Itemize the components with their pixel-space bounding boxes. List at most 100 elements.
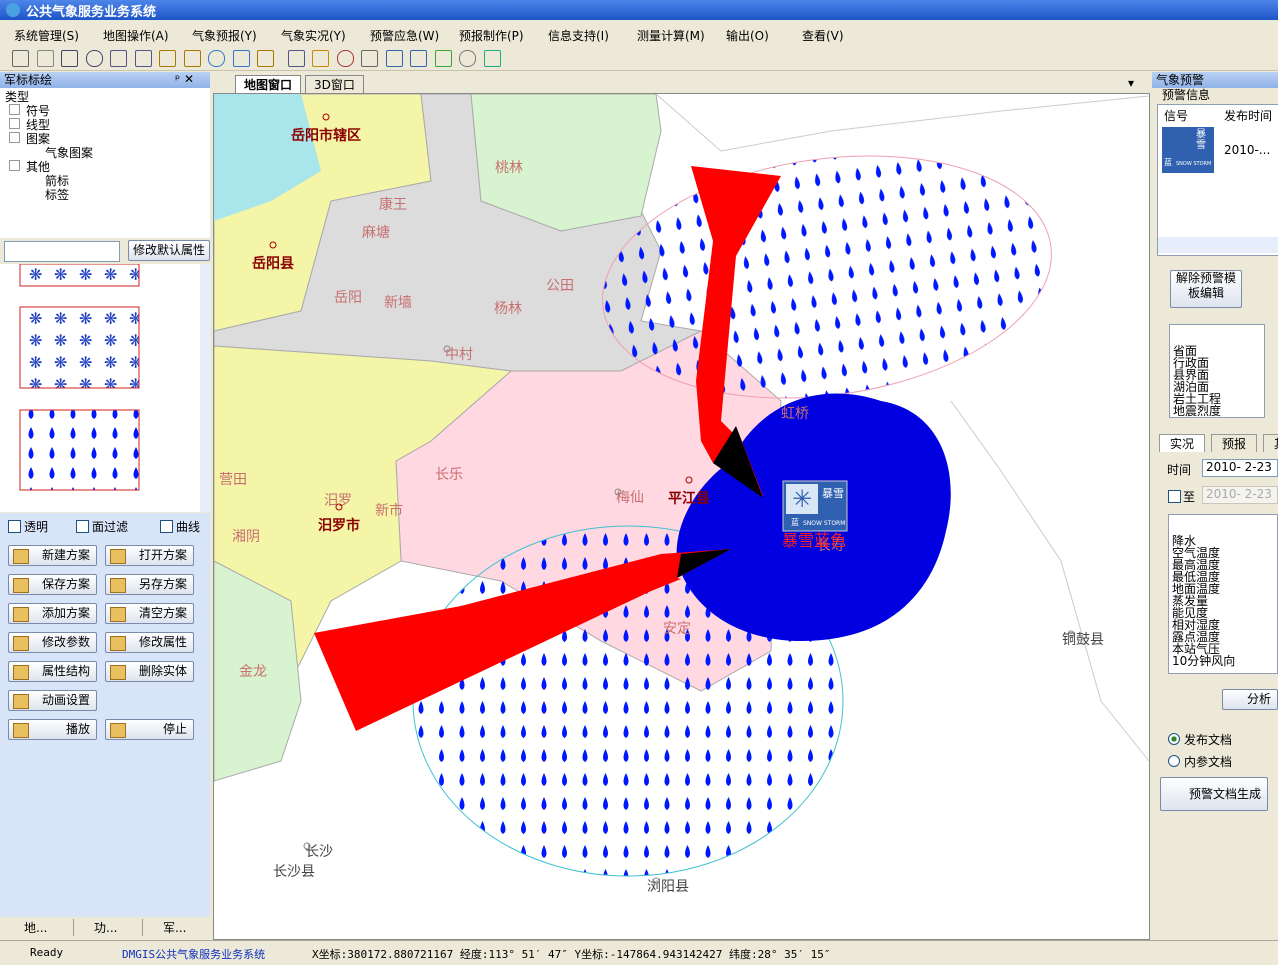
time-from[interactable]: 2010- 2-23: [1202, 459, 1278, 477]
arrow[interactable]: [691, 166, 781, 496]
list-item[interactable]: 县界面: [1173, 368, 1210, 382]
tree-item[interactable]: 符号: [26, 104, 51, 118]
tool-icon[interactable]: [257, 50, 274, 67]
tree-expander[interactable]: [9, 104, 20, 115]
pattern-swatch[interactable]: [19, 306, 140, 389]
map-dropdown[interactable]: ▾: [1128, 76, 1135, 90]
radio[interactable]: [1168, 755, 1180, 767]
list-item[interactable]: 湖泊面: [1173, 380, 1210, 394]
tool-icon[interactable]: [183, 50, 201, 67]
tool-icon[interactable]: [410, 50, 427, 67]
tool-icon[interactable]: [110, 50, 127, 67]
list-item[interactable]: 地震烈度: [1173, 404, 1222, 418]
pattern-swatch[interactable]: [19, 263, 140, 287]
menu-item[interactable]: 系统管理(S): [14, 29, 79, 43]
tool-icon[interactable]: [36, 50, 54, 67]
tree-item[interactable]: 标签: [45, 188, 70, 202]
tree-item[interactable]: 其他: [26, 160, 51, 174]
list-item[interactable]: 露点温度: [1172, 630, 1221, 644]
list-item[interactable]: 降水: [1172, 534, 1197, 548]
table-icon[interactable]: 蓝 暴雪 SNOW STORM: [1162, 127, 1214, 173]
combo-box[interactable]: [4, 241, 120, 262]
tab[interactable]: 地...: [24, 921, 48, 935]
tool-icon[interactable]: [208, 50, 225, 67]
arrow[interactable]: [314, 549, 731, 731]
action-button[interactable]: 修改属性: [105, 632, 194, 653]
action-button[interactable]: 添加方案: [8, 603, 97, 624]
checkbox[interactable]: [76, 520, 89, 533]
action-button[interactable]: 删除实体: [105, 661, 194, 682]
menu-item[interactable]: 气象实况(Y): [281, 29, 346, 43]
list-item[interactable]: 相对湿度: [1172, 618, 1221, 632]
tab[interactable]: 预报: [1211, 434, 1258, 452]
scrollbar[interactable]: [200, 264, 210, 512]
list-item[interactable]: 10分钟风向: [1172, 654, 1236, 668]
tree-item[interactable]: 图案: [26, 132, 51, 146]
tool-icon[interactable]: [232, 50, 250, 67]
action-button[interactable]: 另存方案: [105, 574, 194, 595]
list-item[interactable]: 最高温度: [1172, 558, 1221, 572]
menu-item[interactable]: 气象预报(Y): [192, 29, 257, 43]
action-button[interactable]: 属性结构: [8, 661, 97, 682]
tree-expander[interactable]: [9, 118, 20, 129]
list-item[interactable]: 空气温度: [1172, 546, 1221, 560]
action-button[interactable]: 修改参数: [8, 632, 97, 653]
menu-item[interactable]: 地图操作(A): [103, 29, 169, 43]
list-item[interactable]: 最低温度: [1172, 570, 1221, 584]
tab[interactable]: 实况: [1159, 434, 1206, 452]
menu-item[interactable]: 信息支持(I): [548, 29, 609, 43]
time-to[interactable]: 2010- 2-23: [1202, 486, 1278, 504]
tool-icon[interactable]: [61, 50, 78, 67]
checkbox[interactable]: [8, 520, 21, 533]
analyze-button[interactable]: 分析: [1222, 689, 1278, 710]
checkbox[interactable]: [160, 520, 173, 533]
tool-icon[interactable]: [459, 50, 476, 67]
action-button[interactable]: 打开方案: [105, 545, 194, 566]
template-button[interactable]: 解除预警模板编辑: [1170, 270, 1242, 308]
tool-icon[interactable]: [85, 50, 103, 67]
pin-close[interactable]: ᵖ ✕: [175, 72, 195, 86]
tab[interactable]: 功...: [73, 919, 117, 936]
tab[interactable]: 地图窗口: [235, 75, 302, 93]
generate-button[interactable]: 预警文档生成: [1160, 777, 1268, 811]
tree-expander[interactable]: [9, 160, 20, 171]
checkbox[interactable]: [1168, 490, 1181, 503]
list-item[interactable]: 本站气压: [1172, 642, 1221, 656]
menu-item[interactable]: 测量计算(M): [637, 29, 705, 43]
tool-icon[interactable]: [385, 50, 403, 67]
menu-item[interactable]: 查看(V): [802, 29, 844, 43]
action-button[interactable]: 动画设置: [8, 690, 97, 711]
scrollbar[interactable]: [1158, 237, 1278, 253]
list-item[interactable]: 行政面: [1173, 356, 1210, 370]
tree-item[interactable]: 气象图案: [45, 146, 94, 160]
tab[interactable]: 其: [1263, 434, 1278, 452]
tool-icon[interactable]: [134, 50, 152, 67]
action-button[interactable]: 保存方案: [8, 574, 97, 595]
tool-icon[interactable]: [483, 50, 501, 67]
tool-icon[interactable]: [159, 50, 176, 67]
tool-icon[interactable]: [434, 50, 452, 67]
radio[interactable]: [1168, 733, 1180, 745]
menu-item[interactable]: 预警应急(W): [370, 29, 440, 43]
action-button[interactable]: 清空方案: [105, 603, 194, 624]
tree-expander[interactable]: [9, 132, 20, 143]
warning-icon[interactable]: ✳ 暴雪 蓝 SNOW STORM: [782, 480, 848, 532]
action-button[interactable]: 新建方案: [8, 545, 97, 566]
list-item[interactable]: 蒸发量: [1172, 594, 1209, 608]
pattern-swatch[interactable]: [19, 409, 140, 491]
tree-item[interactable]: 箭标: [45, 174, 70, 188]
tree-item[interactable]: 线型: [26, 118, 51, 132]
action-button[interactable]: 播放: [8, 719, 97, 740]
list-item[interactable]: 地面温度: [1172, 582, 1221, 596]
tab[interactable]: 3D窗口: [305, 75, 364, 93]
menu-item[interactable]: 输出(O): [726, 29, 769, 43]
tool-icon[interactable]: [312, 50, 329, 67]
list-item[interactable]: 岩土工程: [1173, 392, 1222, 406]
tool-icon[interactable]: [361, 50, 378, 67]
tool-icon[interactable]: [287, 50, 305, 67]
list-item[interactable]: 省面: [1173, 344, 1198, 358]
menu-item[interactable]: 预报制作(P): [459, 29, 524, 43]
tool-icon[interactable]: [336, 50, 354, 67]
tab[interactable]: 军...: [142, 919, 186, 936]
